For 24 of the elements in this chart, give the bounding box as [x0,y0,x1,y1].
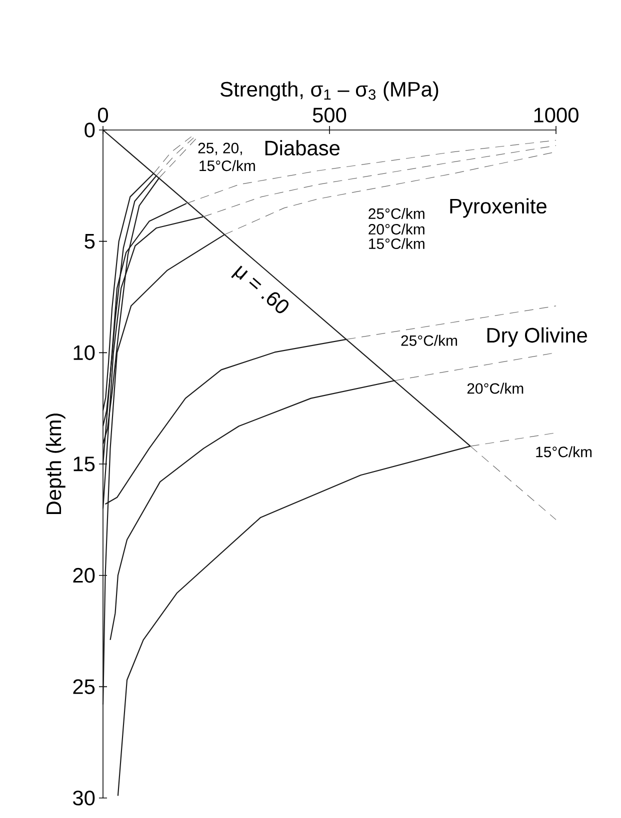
x-tick-label: 500 [312,108,346,122]
annotation: 15°C/km [369,238,424,250]
annotation: 20°C/km [368,224,424,235]
annotation: μ = .60 [231,266,289,314]
y-tick-label: 5 [84,234,95,249]
y-tick-label: 20 [73,568,95,583]
y-axis-title: Depth (km) [46,414,66,514]
y-tick-label: 0 [84,122,95,138]
y-tick-label: 15 [74,456,95,472]
annotation: 15°C/km [200,160,255,172]
y-tick-label: 30 [73,790,95,806]
annotation: 25°C/km [368,208,424,219]
annotation: 25, 20, [198,142,242,156]
annotation: 20°C/km [467,382,524,394]
annotation: Pyroxenite [450,198,546,218]
annotation: Diabase [265,140,340,156]
x-axis-title: Strength, σ$_{1}$ – σ$_{3}$ (MPa) [220,81,438,101]
annotation: 25°C/km [401,334,457,346]
x-tick-label: 0 [98,108,108,122]
annotation: 15°C/km [536,446,592,458]
x-tick-label: 1000 [534,108,578,122]
y-tick-label: 25 [73,679,95,694]
annotation: Dry Olivine [487,327,588,347]
y-tick-label: 10 [74,345,95,360]
